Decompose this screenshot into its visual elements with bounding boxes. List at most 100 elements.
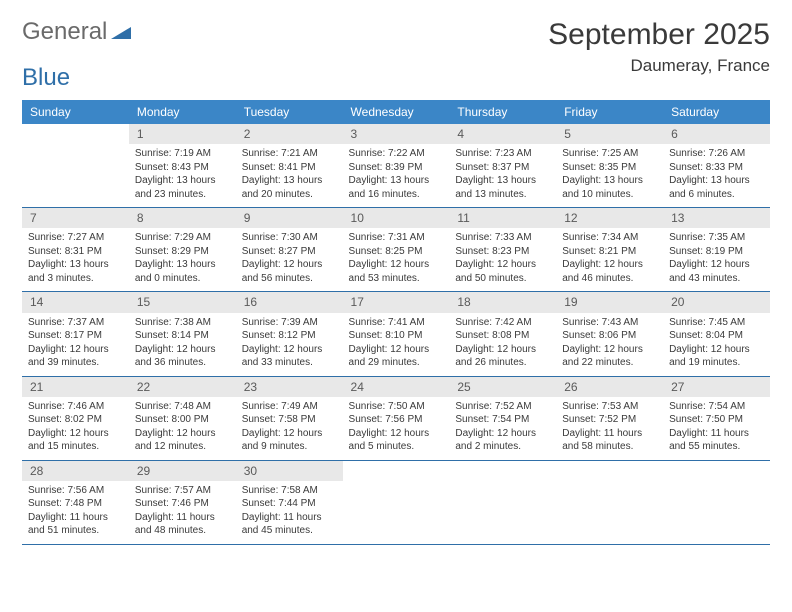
sunset-text: Sunset: 8:19 PM — [669, 245, 764, 259]
day-data-cell: Sunrise: 7:22 AMSunset: 8:39 PMDaylight:… — [343, 144, 450, 208]
daylight-text: Daylight: 12 hours and 33 minutes. — [242, 343, 337, 370]
sunset-text: Sunset: 7:54 PM — [455, 413, 550, 427]
daylight-text: Daylight: 12 hours and 39 minutes. — [28, 343, 123, 370]
logo-triangle-icon — [111, 18, 131, 46]
day-number-cell: 11 — [449, 208, 556, 229]
day-data-cell: Sunrise: 7:50 AMSunset: 7:56 PMDaylight:… — [343, 397, 450, 461]
day-data-cell: Sunrise: 7:34 AMSunset: 8:21 PMDaylight:… — [556, 228, 663, 292]
daylight-text: Daylight: 12 hours and 56 minutes. — [242, 258, 337, 285]
day-data-row: Sunrise: 7:19 AMSunset: 8:43 PMDaylight:… — [22, 144, 770, 208]
sunrise-text: Sunrise: 7:25 AM — [562, 147, 657, 161]
day-number-cell — [449, 460, 556, 481]
day-data-cell: Sunrise: 7:26 AMSunset: 8:33 PMDaylight:… — [663, 144, 770, 208]
day-data-cell: Sunrise: 7:42 AMSunset: 8:08 PMDaylight:… — [449, 313, 556, 377]
sunset-text: Sunset: 8:00 PM — [135, 413, 230, 427]
day-number-cell: 6 — [663, 124, 770, 144]
sunrise-text: Sunrise: 7:49 AM — [242, 400, 337, 414]
weekday-header-cell: Saturday — [663, 100, 770, 124]
day-data-cell: Sunrise: 7:49 AMSunset: 7:58 PMDaylight:… — [236, 397, 343, 461]
sunset-text: Sunset: 8:21 PM — [562, 245, 657, 259]
sunrise-text: Sunrise: 7:19 AM — [135, 147, 230, 161]
daylight-text: Daylight: 13 hours and 23 minutes. — [135, 174, 230, 201]
daylight-text: Daylight: 12 hours and 9 minutes. — [242, 427, 337, 454]
day-data-cell — [22, 144, 129, 208]
sunrise-text: Sunrise: 7:38 AM — [135, 316, 230, 330]
day-number-cell: 7 — [22, 208, 129, 229]
day-number-cell: 22 — [129, 376, 236, 397]
sunrise-text: Sunrise: 7:48 AM — [135, 400, 230, 414]
sunset-text: Sunset: 7:46 PM — [135, 497, 230, 511]
day-data-row: Sunrise: 7:37 AMSunset: 8:17 PMDaylight:… — [22, 313, 770, 377]
day-data-row: Sunrise: 7:56 AMSunset: 7:48 PMDaylight:… — [22, 481, 770, 545]
day-data-cell: Sunrise: 7:23 AMSunset: 8:37 PMDaylight:… — [449, 144, 556, 208]
day-number-cell: 20 — [663, 292, 770, 313]
weekday-header-cell: Thursday — [449, 100, 556, 124]
daylight-text: Daylight: 12 hours and 12 minutes. — [135, 427, 230, 454]
daylight-text: Daylight: 13 hours and 3 minutes. — [28, 258, 123, 285]
day-data-cell: Sunrise: 7:45 AMSunset: 8:04 PMDaylight:… — [663, 313, 770, 377]
sunset-text: Sunset: 7:44 PM — [242, 497, 337, 511]
day-data-cell: Sunrise: 7:41 AMSunset: 8:10 PMDaylight:… — [343, 313, 450, 377]
sunrise-text: Sunrise: 7:58 AM — [242, 484, 337, 498]
sunrise-text: Sunrise: 7:43 AM — [562, 316, 657, 330]
day-data-cell: Sunrise: 7:48 AMSunset: 8:00 PMDaylight:… — [129, 397, 236, 461]
day-data-cell — [556, 481, 663, 545]
weekday-header-cell: Sunday — [22, 100, 129, 124]
day-number-cell — [663, 460, 770, 481]
day-data-row: Sunrise: 7:46 AMSunset: 8:02 PM Daylight:… — [22, 397, 770, 461]
sunset-text: Sunset: 8:31 PM — [28, 245, 123, 259]
logo: General — [22, 18, 133, 46]
day-data-cell: Sunrise: 7:54 AMSunset: 7:50 PMDaylight:… — [663, 397, 770, 461]
sunset-text: Sunset: 8:06 PM — [562, 329, 657, 343]
sunrise-text: Sunrise: 7:56 AM — [28, 484, 123, 498]
day-number-cell: 8 — [129, 208, 236, 229]
daylight-text: Daylight: 11 hours and 58 minutes. — [562, 427, 657, 454]
day-number-cell: 18 — [449, 292, 556, 313]
daylight-text: Daylight: 13 hours and 6 minutes. — [669, 174, 764, 201]
day-number-cell: 2 — [236, 124, 343, 144]
day-data-cell: Sunrise: 7:25 AMSunset: 8:35 PMDaylight:… — [556, 144, 663, 208]
day-data-cell — [343, 481, 450, 545]
day-data-cell: Sunrise: 7:35 AMSunset: 8:19 PMDaylight:… — [663, 228, 770, 292]
daylight-text: Daylight: 11 hours and 55 minutes. — [669, 427, 764, 454]
sunrise-text: Sunrise: 7:29 AM — [135, 231, 230, 245]
daylight-text: Daylight: 13 hours and 10 minutes. — [562, 174, 657, 201]
day-number-cell: 17 — [343, 292, 450, 313]
day-data-cell: Sunrise: 7:57 AMSunset: 7:46 PMDaylight:… — [129, 481, 236, 545]
sunrise-text: Sunrise: 7:42 AM — [455, 316, 550, 330]
sunrise-text: Sunrise: 7:41 AM — [349, 316, 444, 330]
sunset-text: Sunset: 8:12 PM — [242, 329, 337, 343]
sunset-text: Sunset: 8:02 PM — [28, 413, 123, 427]
day-data-cell: Sunrise: 7:33 AMSunset: 8:23 PMDaylight:… — [449, 228, 556, 292]
daylight-text: Daylight: 12 hours and 36 minutes. — [135, 343, 230, 370]
daylight-text: Daylight: 12 hours and 5 minutes. — [349, 427, 444, 454]
day-data-row: Sunrise: 7:27 AMSunset: 8:31 PMDaylight:… — [22, 228, 770, 292]
weekday-header: SundayMondayTuesdayWednesdayThursdayFrid… — [22, 100, 770, 124]
daylight-text: Daylight: 12 hours and 22 minutes. — [562, 343, 657, 370]
day-number-row: 14151617181920 — [22, 292, 770, 313]
sunrise-text: Sunrise: 7:45 AM — [669, 316, 764, 330]
sunset-text: Sunset: 8:37 PM — [455, 161, 550, 175]
sunset-text: Sunset: 8:43 PM — [135, 161, 230, 175]
day-number-cell: 29 — [129, 460, 236, 481]
sunrise-text: Sunrise: 7:46 AM — [28, 400, 123, 414]
sunset-text: Sunset: 8:23 PM — [455, 245, 550, 259]
weekday-header-cell: Tuesday — [236, 100, 343, 124]
sunrise-text: Sunrise: 7:23 AM — [455, 147, 550, 161]
daylight-text: Daylight: 11 hours and 48 minutes. — [135, 511, 230, 538]
sunset-text: Sunset: 8:08 PM — [455, 329, 550, 343]
day-data-cell: Sunrise: 7:52 AMSunset: 7:54 PMDaylight:… — [449, 397, 556, 461]
sunset-text: Sunset: 8:27 PM — [242, 245, 337, 259]
weekday-header-cell: Wednesday — [343, 100, 450, 124]
day-number-cell — [343, 460, 450, 481]
day-number-cell: 14 — [22, 292, 129, 313]
day-data-cell: Sunrise: 7:58 AMSunset: 7:44 PMDaylight:… — [236, 481, 343, 545]
day-data-cell — [663, 481, 770, 545]
day-data-cell: Sunrise: 7:19 AMSunset: 8:43 PMDaylight:… — [129, 144, 236, 208]
day-data-cell: Sunrise: 7:38 AMSunset: 8:14 PMDaylight:… — [129, 313, 236, 377]
logo-text-1: General — [22, 18, 107, 46]
day-number-cell: 27 — [663, 376, 770, 397]
sunrise-text: Sunrise: 7:52 AM — [455, 400, 550, 414]
day-number-cell: 24 — [343, 376, 450, 397]
sunrise-text: Sunrise: 7:27 AM — [28, 231, 123, 245]
